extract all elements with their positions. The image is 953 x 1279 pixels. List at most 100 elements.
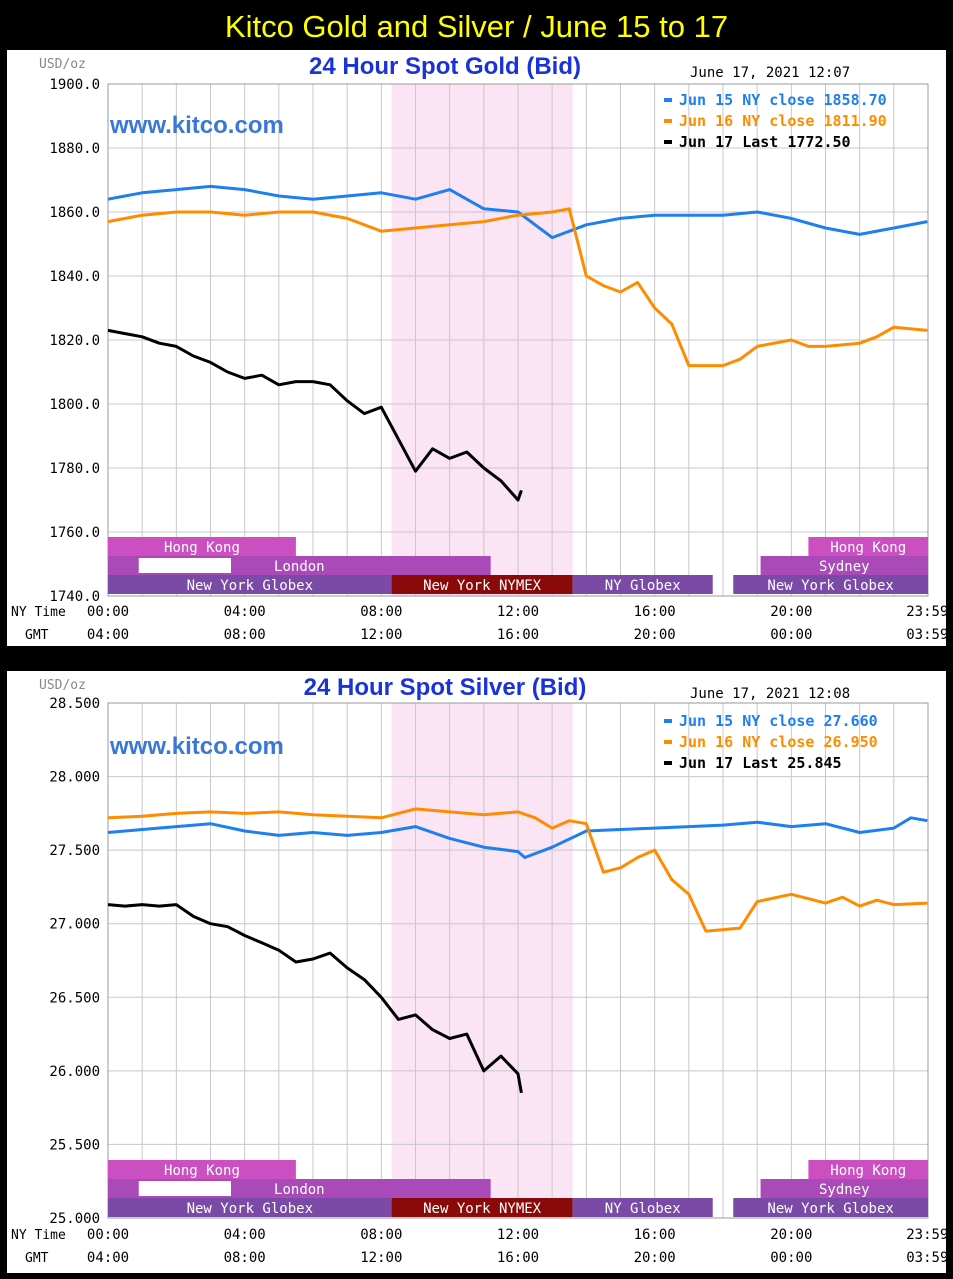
y-tick-label: 1820.0 <box>49 333 100 349</box>
session-label: New York Globex <box>187 1201 313 1217</box>
ny-time-label: NY Time <box>11 605 66 620</box>
y-tick-label: 27.500 <box>49 843 100 859</box>
series-line-1 <box>107 816 928 859</box>
x-tick-label-gmt: 03:59 <box>906 1250 946 1266</box>
nymex-session-band <box>391 703 573 1218</box>
session-bar <box>760 556 928 575</box>
session-label: Hong Kong <box>830 1163 906 1179</box>
session-bar <box>108 537 296 556</box>
session-bar <box>108 575 392 594</box>
x-tick-label-ny: 08:00 <box>360 1227 402 1243</box>
x-tick-label-ny: 04:00 <box>224 604 266 620</box>
session-bar <box>108 1198 392 1217</box>
session-bar <box>391 575 573 594</box>
y-tick-label: 26.500 <box>49 990 100 1006</box>
y-tick-label: 28.000 <box>49 770 100 786</box>
session-bar <box>808 1160 928 1179</box>
series-line-2 <box>107 207 928 368</box>
x-tick-label-gmt: 16:00 <box>497 1250 539 1266</box>
legend-marker <box>664 98 672 102</box>
x-tick-label-ny: 08:00 <box>360 604 402 620</box>
x-tick-label-ny: 20:00 <box>770 1227 812 1243</box>
y-tick-label: 27.000 <box>49 917 100 933</box>
session-label: Sydney <box>819 559 870 575</box>
series-line-2 <box>107 807 928 933</box>
y-tick-label: 1780.0 <box>49 461 100 477</box>
silver-chart: USD/oz 24 Hour Spot Silver (Bid) June 17, … <box>11 674 946 1266</box>
legend-entry: Jun 16 NY close 26.950 <box>679 733 878 751</box>
chart-timestamp: June 17, 2021 12:07 <box>690 65 850 81</box>
x-tick-label-gmt: 00:00 <box>770 627 812 643</box>
plot-frame <box>107 702 929 1219</box>
legend-entry: Jun 17 Last 1772.50 <box>679 133 851 151</box>
x-tick-label-ny: 16:00 <box>634 1227 676 1243</box>
y-tick-label: 25.500 <box>49 1137 100 1153</box>
x-tick-label-ny: 12:00 <box>497 604 539 620</box>
session-label: Sydney <box>819 1182 870 1198</box>
x-tick-label-ny: 23:59 <box>906 1227 946 1243</box>
legend-marker <box>664 119 672 123</box>
session-bar <box>108 1160 296 1179</box>
plot-frame <box>107 83 929 597</box>
y-tick-label: 26.000 <box>49 1064 100 1080</box>
session-label: New York NYMEX <box>423 1201 542 1217</box>
legend-marker <box>664 719 672 723</box>
x-tick-label-ny: 00:00 <box>87 1227 129 1243</box>
gold-chart: USD/oz 24 Hour Spot Gold (Bid) June 17, 20… <box>11 53 946 643</box>
session-label: Hong Kong <box>164 540 240 556</box>
legend-entry: Jun 16 NY close 1811.90 <box>679 112 887 130</box>
session-bar <box>733 575 928 594</box>
ny-time-label: NY Time <box>11 1228 66 1243</box>
session-label: London <box>274 559 325 575</box>
series-line-3 <box>107 328 523 502</box>
session-bar <box>572 575 713 594</box>
legend-marker <box>664 761 672 765</box>
x-tick-label-ny: 12:00 <box>497 1227 539 1243</box>
session-label: NY Globex <box>605 578 681 594</box>
y-tick-label: 1880.0 <box>49 141 100 157</box>
session-label: London <box>274 1182 325 1198</box>
session-label: New York Globex <box>187 578 313 594</box>
y-tick-label: 1760.0 <box>49 525 100 541</box>
session-gap <box>138 1181 231 1196</box>
session-gap <box>138 558 231 573</box>
x-tick-label-gmt: 04:00 <box>87 1250 129 1266</box>
x-tick-label-gmt: 16:00 <box>497 627 539 643</box>
session-label: New York Globex <box>767 1201 893 1217</box>
x-tick-label-ny: 00:00 <box>87 604 129 620</box>
session-bar <box>733 1198 928 1217</box>
watermark: www.kitco.com <box>109 733 284 760</box>
legend-marker <box>664 740 672 744</box>
series-line-3 <box>107 903 523 1094</box>
chart-title: 24 Hour Spot Silver (Bid) <box>304 674 587 701</box>
y-unit-label: USD/oz <box>39 678 86 693</box>
x-tick-label-gmt: 08:00 <box>224 627 266 643</box>
session-label: NY Globex <box>605 1201 681 1217</box>
x-tick-label-gmt: 20:00 <box>634 627 676 643</box>
session-label: New York Globex <box>767 578 893 594</box>
chart-title: 24 Hour Spot Gold (Bid) <box>309 53 581 80</box>
session-bar <box>391 1198 573 1217</box>
series-line-1 <box>107 184 928 240</box>
legend-marker <box>664 140 672 144</box>
session-label: Hong Kong <box>164 1163 240 1179</box>
x-tick-label-gmt: 08:00 <box>224 1250 266 1266</box>
x-tick-label-gmt: 12:00 <box>360 627 402 643</box>
watermark: www.kitco.com <box>109 112 284 139</box>
legend-entry: Jun 17 Last 25.845 <box>679 754 842 772</box>
x-tick-label-gmt: 20:00 <box>634 1250 676 1266</box>
gmt-label: GMT <box>25 1251 49 1266</box>
x-tick-label-ny: 16:00 <box>634 604 676 620</box>
gmt-label: GMT <box>25 628 49 643</box>
x-tick-label-ny: 20:00 <box>770 604 812 620</box>
session-label: New York NYMEX <box>423 578 542 594</box>
y-unit-label: USD/oz <box>39 57 86 72</box>
x-tick-label-ny: 23:59 <box>906 604 946 620</box>
gold-chart-panel: USD/oz 24 Hour Spot Gold (Bid) June 17, 20… <box>7 50 946 646</box>
session-label: Hong Kong <box>830 540 906 556</box>
y-tick-label: 1800.0 <box>49 397 100 413</box>
x-tick-label-gmt: 04:00 <box>87 627 129 643</box>
y-tick-label: 1740.0 <box>49 589 100 605</box>
page-title: Kitco Gold and Silver / June 15 to 17 <box>224 9 729 44</box>
x-tick-label-gmt: 00:00 <box>770 1250 812 1266</box>
